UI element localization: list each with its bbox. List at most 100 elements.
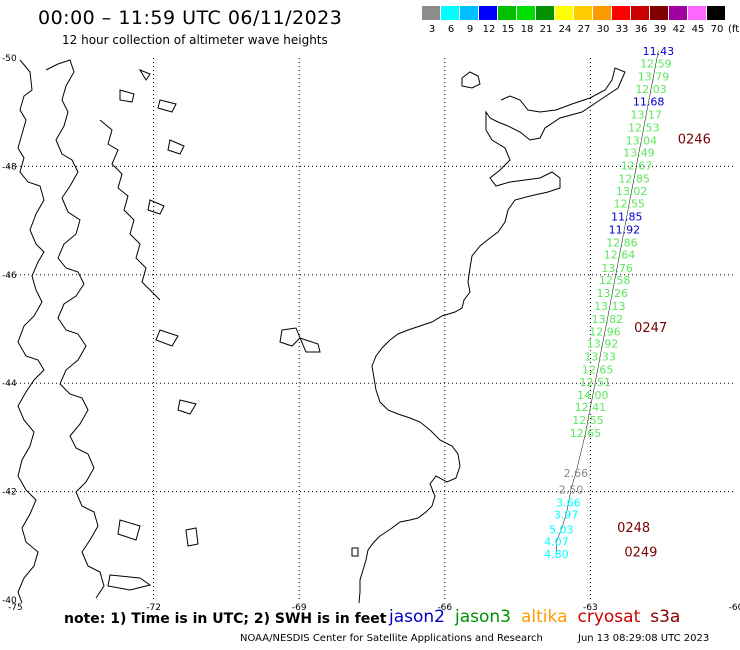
coastline-chile-c	[99, 119, 161, 301]
x-tick-label: -75	[8, 603, 23, 613]
color-scale-label: 15	[501, 24, 515, 35]
color-scale-label: 36	[634, 24, 648, 35]
footnote: note: 1) Time is in UTC; 2) SWH is in fe…	[64, 611, 387, 627]
swh-value: 4.80	[544, 548, 569, 561]
swh-value: 5.03	[549, 524, 574, 537]
x-tick-label: -72	[146, 603, 161, 613]
coastline-chile-b	[45, 59, 105, 599]
color-scale-swatch	[650, 6, 669, 20]
swh-value: 12.64	[604, 249, 636, 262]
swh-value: 13.79	[638, 70, 670, 83]
x-tick-label: -69	[292, 603, 307, 613]
color-scale-label: 6	[447, 24, 455, 35]
color-scale-swatch	[422, 6, 441, 20]
color-scale-swatch	[555, 6, 574, 20]
swh-value: 13.02	[616, 185, 648, 198]
x-tick-label: -60	[729, 603, 740, 613]
swh-value: 12.67	[621, 159, 653, 172]
swh-value: 2.50	[559, 483, 584, 496]
swh-value: 13.92	[587, 338, 619, 351]
pass-time-label: 0249	[624, 545, 657, 560]
swh-value: 13.13	[594, 300, 626, 313]
color-scale-swatch	[479, 6, 498, 20]
color-scale-label: 33	[615, 24, 629, 35]
swh-value: 4.07	[544, 535, 569, 548]
color-scale-swatch	[574, 6, 593, 20]
y-tick-label: -44	[2, 379, 17, 389]
satellite-name: s3a	[650, 607, 681, 627]
swh-value: 13.76	[601, 262, 633, 275]
track-line	[556, 50, 659, 554]
color-scale-label: 24	[558, 24, 572, 35]
color-scale-swatch	[707, 6, 726, 20]
swh-value: 11.43	[643, 45, 675, 58]
swh-value: 11.92	[609, 223, 641, 236]
swh-value: 3.66	[556, 496, 581, 509]
swh-value: 13.33	[584, 351, 616, 364]
swh-value: 12.65	[582, 364, 614, 377]
color-scale-label: 3	[428, 24, 436, 35]
y-tick-label: -42	[2, 488, 17, 498]
coastline-chile-a	[17, 59, 45, 604]
color-scale-swatch	[460, 6, 479, 20]
color-scale-swatch	[593, 6, 612, 20]
satellite-name: cryosat	[577, 607, 641, 627]
color-scale-swatch	[441, 6, 460, 20]
swh-value: 12.53	[628, 121, 660, 134]
swh-value: 11.85	[611, 210, 643, 223]
swh-value: 12.51	[580, 376, 612, 389]
x-tick-label: -66	[437, 603, 452, 613]
y-tick-label: -50	[2, 54, 17, 64]
swh-value: 12.85	[618, 172, 650, 185]
satellite-name: jason3	[455, 607, 511, 627]
swh-value: 13.17	[630, 108, 662, 121]
coastline-argentina	[358, 67, 626, 604]
satellite-name: jason2	[389, 607, 445, 627]
color-scale-label: 45	[691, 24, 705, 35]
swh-value: 12.03	[635, 83, 667, 96]
swh-value: 12.41	[575, 401, 607, 414]
color-scale-label: 30	[596, 24, 610, 35]
color-scale-label: 9	[466, 24, 474, 35]
color-scale-label: 39	[653, 24, 667, 35]
y-tick-label: -48	[2, 162, 17, 172]
swh-value: 12.58	[599, 274, 631, 287]
coastline	[17, 59, 626, 604]
color-scale-label: 12	[482, 24, 496, 35]
color-scale-label: 21	[539, 24, 553, 35]
altimeter-track: 4.804.075.033.973.662.502.6612.6512.5512…	[544, 45, 674, 561]
swh-value: 12.55	[613, 197, 645, 210]
swh-value: 13.82	[592, 313, 624, 326]
chart-subtitle: 12 hour collection of altimeter wave hei…	[62, 33, 328, 47]
swh-value: 13.04	[626, 134, 658, 147]
swh-value: 12.65	[570, 427, 602, 440]
swh-value: 12.86	[606, 236, 638, 249]
satellite-legend: jason2 jason3 altika cryosat s3a	[389, 607, 690, 627]
y-tick-label: -40	[2, 596, 17, 606]
color-scale-swatch	[498, 6, 517, 20]
swh-value: 12.96	[589, 326, 621, 339]
coastline-lakes	[107, 68, 197, 591]
swh-value: 12.55	[572, 414, 604, 427]
pass-time-label: 0247	[634, 321, 667, 336]
color-scale-swatch	[517, 6, 536, 20]
swh-value: 2.66	[564, 467, 589, 480]
swh-value: 12.59	[640, 57, 672, 70]
pass-labels: 0249 0248 0247 0246	[617, 132, 711, 560]
swh-value: 3.97	[554, 508, 579, 521]
color-scale-swatch	[688, 6, 707, 20]
generation-timestamp: Jun 13 08:29:08 UTC 2023	[578, 633, 710, 644]
color-scale-label: 18	[520, 24, 534, 35]
color-scale-label: 70	[710, 24, 724, 35]
color-scale-unit: (ft)	[728, 24, 740, 35]
color-scale-label: 42	[672, 24, 686, 35]
swh-value: 14.00	[577, 389, 609, 402]
color-scale-swatch	[536, 6, 555, 20]
chart-title: 00:00 – 11:59 UTC 06/11/2023	[38, 7, 343, 29]
color-scale-swatch	[612, 6, 631, 20]
swh-value: 13.49	[623, 146, 655, 159]
satellite-name: altika	[521, 607, 568, 627]
map-grid: -75 -72 -69 -66 -63 -60 -40 -42 -44 -46 -48 -50	[2, 54, 740, 613]
swh-value: 13.26	[596, 287, 628, 300]
